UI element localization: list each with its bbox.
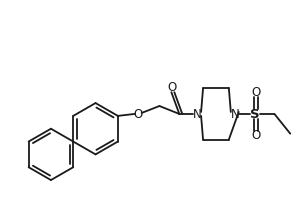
Text: O: O — [251, 129, 260, 142]
Text: S: S — [250, 108, 259, 121]
Text: N: N — [193, 108, 201, 121]
Text: O: O — [168, 81, 177, 94]
Text: N: N — [230, 108, 239, 121]
Text: O: O — [251, 86, 260, 99]
Text: O: O — [133, 108, 142, 121]
